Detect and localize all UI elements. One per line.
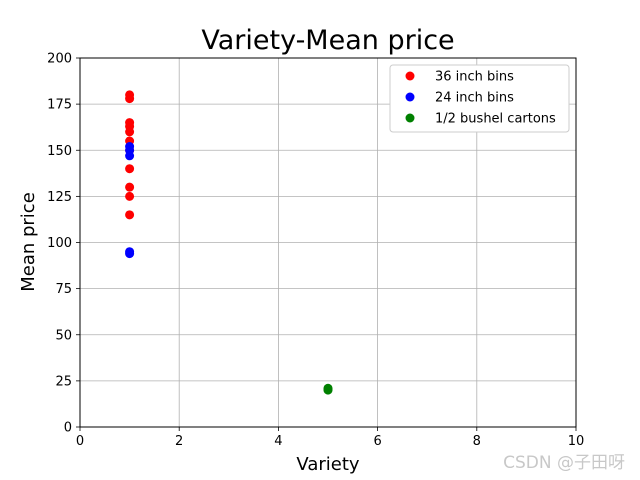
legend-label: 36 inch bins xyxy=(435,70,514,85)
y-tick-label: 100 xyxy=(47,236,72,251)
x-tick-label: 10 xyxy=(568,434,585,449)
x-axis-label: Variety xyxy=(296,454,359,475)
legend-box xyxy=(389,64,570,133)
x-tick-label: 0 xyxy=(76,434,84,449)
legend-marker xyxy=(405,71,415,81)
x-tick-label: 2 xyxy=(175,434,183,449)
legend-marker xyxy=(405,92,415,102)
y-tick-label: 75 xyxy=(55,282,72,297)
y-tick-label: 150 xyxy=(47,144,72,159)
data-point xyxy=(323,385,333,395)
x-tick-label: 8 xyxy=(473,434,481,449)
chart-title: Variety-Mean price xyxy=(201,25,454,56)
y-tick-label: 50 xyxy=(55,328,72,343)
data-point xyxy=(125,164,135,174)
x-tick-label: 4 xyxy=(274,434,282,449)
x-tick-label: 6 xyxy=(373,434,381,449)
legend-marker xyxy=(405,113,415,123)
y-tick-label: 175 xyxy=(47,98,72,113)
y-tick-label: 125 xyxy=(47,190,72,205)
y-axis-label: Mean price xyxy=(18,192,39,292)
data-point xyxy=(125,182,135,192)
y-tick-label: 0 xyxy=(64,421,72,436)
y-tick-label: 25 xyxy=(55,374,72,389)
data-point xyxy=(125,210,135,220)
legend-label: 1/2 bushel cartons xyxy=(435,112,556,127)
data-point xyxy=(125,151,135,161)
y-tick-label: 200 xyxy=(47,52,72,67)
data-point xyxy=(125,127,135,137)
data-points xyxy=(125,90,333,395)
data-point xyxy=(125,94,135,104)
legend-label: 24 inch bins xyxy=(435,91,514,106)
data-point xyxy=(125,249,135,259)
legend: 36 inch bins 24 inch bins 1/2 bushel carto… xyxy=(389,64,570,133)
watermark: CSDN @子田呀 xyxy=(503,453,625,473)
data-point xyxy=(125,191,135,201)
